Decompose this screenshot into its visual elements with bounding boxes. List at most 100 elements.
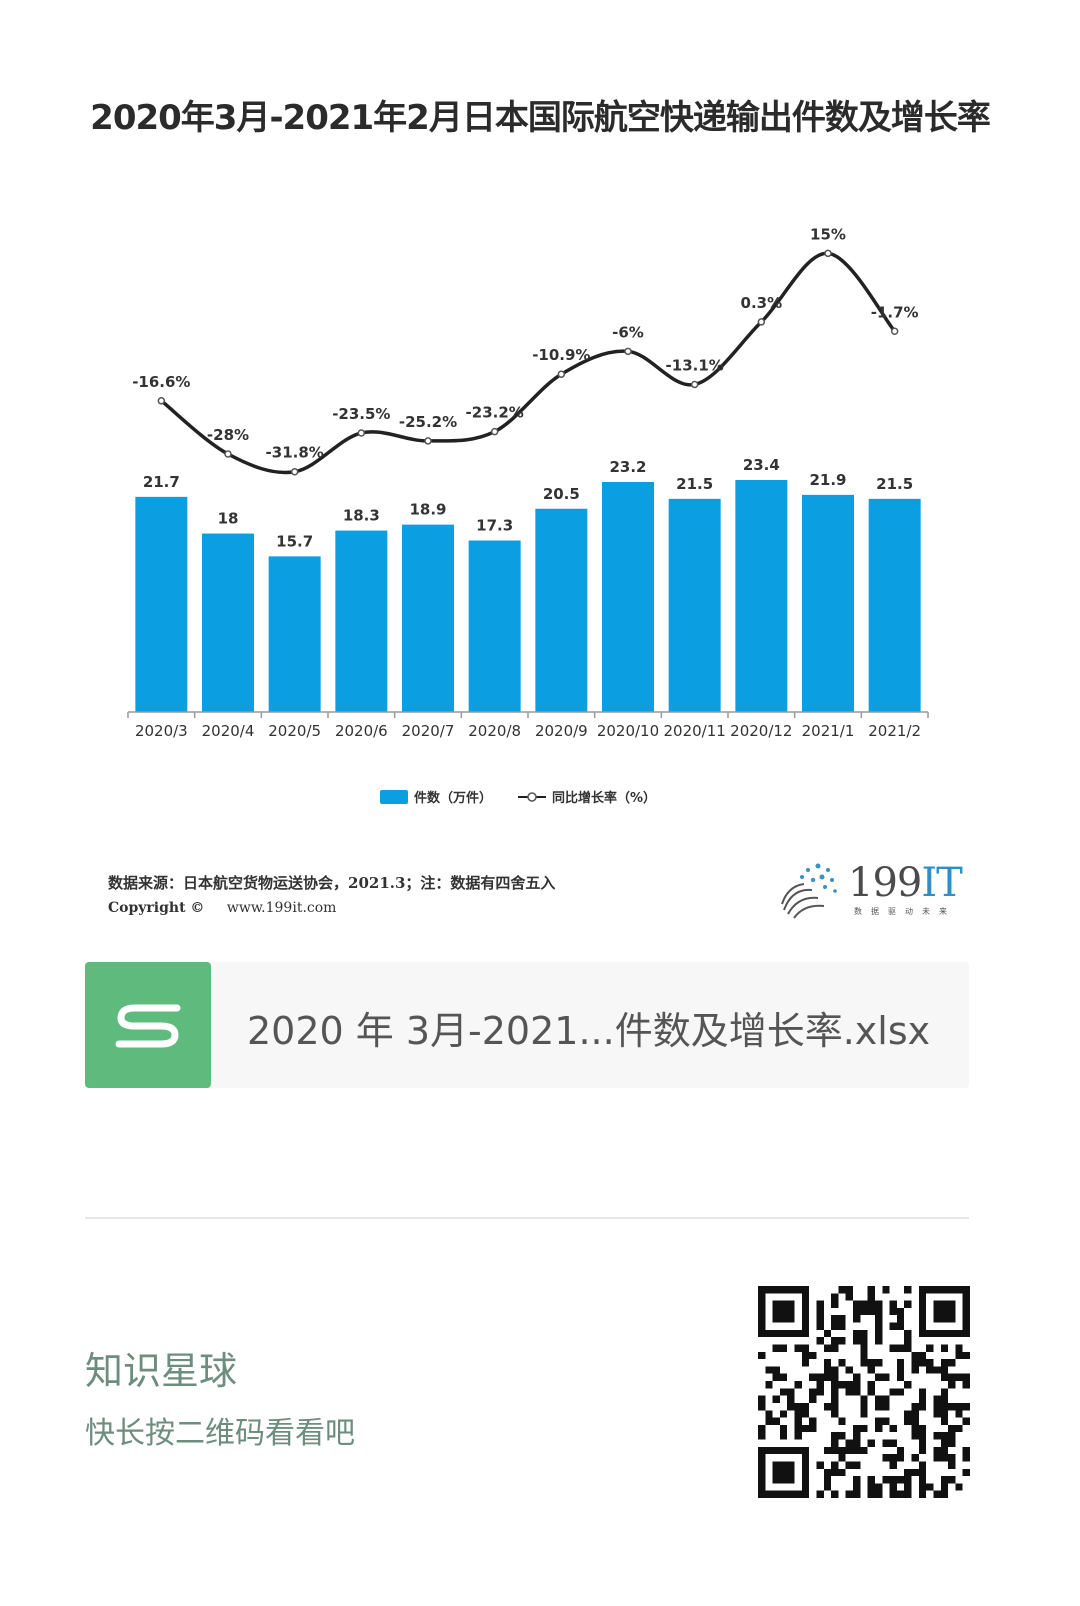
qr-module [904,1381,912,1389]
qr-module [867,1483,875,1491]
qr-module [955,1483,963,1491]
qr-module [765,1329,773,1338]
x-tick-label: 2020/4 [202,722,255,740]
qr-module [874,1307,883,1316]
qr-module [940,1300,949,1308]
footer-title: 知识星球 [85,1349,238,1393]
qr-module [889,1461,897,1469]
qr-module [940,1410,949,1418]
copyright-label: Copyright © [108,900,205,916]
qr-module [874,1373,883,1382]
qr-module [779,1490,788,1498]
qr-module [853,1315,861,1323]
qr-module [801,1359,810,1367]
qr-module [794,1446,802,1455]
qr-module [867,1307,875,1316]
qr-module [816,1315,824,1323]
qr-module [867,1366,875,1374]
qr-module [794,1286,802,1294]
qr-module [845,1381,854,1389]
qr-code[interactable] [758,1286,970,1498]
qr-module [860,1410,868,1418]
qr-module [853,1461,861,1469]
qr-module [853,1424,861,1433]
bar-value-label: 17.3 [476,516,513,534]
growth-point [890,327,899,336]
qr-module [940,1476,949,1484]
file-attachment[interactable]: 2020 年 3月-2021...件数及增长率.xlsx [85,962,969,1088]
qr-module [758,1329,766,1338]
qr-module [962,1315,970,1323]
qr-module [962,1300,970,1308]
qr-module [911,1432,919,1440]
qr-module [867,1293,875,1301]
qr-module [838,1286,846,1294]
bar-value-label: 21.7 [143,473,180,491]
qr-module [860,1351,868,1360]
qr-module [918,1468,927,1477]
qr-module [853,1381,861,1389]
qr-module [948,1359,956,1367]
logo-tagline: 数据驱动未来 [854,907,956,916]
qr-module [904,1300,912,1308]
qr-module [918,1395,927,1403]
qr-module [882,1417,890,1425]
qr-module [904,1329,912,1338]
qr-module [787,1286,795,1294]
qr-module [882,1395,890,1403]
qr-module [787,1446,795,1455]
qr-module [823,1468,832,1477]
qr-module [779,1344,788,1352]
qr-module [896,1315,905,1323]
qr-module [948,1454,956,1462]
qr-module [904,1417,912,1425]
legend-line-label: 同比增长率（%） [552,790,656,806]
qr-module [772,1461,780,1469]
qr-module [889,1300,897,1308]
qr-module [758,1395,766,1403]
qr-module [940,1454,949,1462]
qr-module [940,1315,949,1323]
qr-module [860,1424,868,1433]
qr-module [918,1424,927,1433]
growth-point [224,450,232,458]
qr-module [838,1359,846,1367]
growth-value-label: -6% [612,323,644,341]
qr-module [896,1344,905,1352]
qr-module [794,1344,802,1352]
qr-module [772,1476,780,1484]
qr-module [831,1468,839,1477]
qr-module [948,1329,956,1338]
qr-module [765,1410,773,1418]
website-link[interactable]: www.199it.com [226,900,337,916]
qr-module [904,1476,912,1484]
qr-module [889,1344,897,1352]
qr-module [926,1359,934,1367]
qr-module [962,1454,970,1462]
growth-value-label: -1.7% [871,303,919,321]
qr-module [911,1366,919,1374]
bar-2020/7 [402,524,454,712]
qr-module [779,1315,788,1323]
qr-module [874,1402,883,1411]
qr-module [918,1483,927,1491]
legend-bar-label: 件数（万件） [414,790,492,806]
growth-point [624,347,632,356]
qr-module [940,1417,949,1425]
qr-module [874,1490,883,1498]
qr-module [911,1359,919,1367]
growth-point [357,429,366,437]
qr-module [853,1432,861,1440]
growth-point [424,437,432,445]
qr-module [787,1490,795,1498]
qr-module [874,1337,883,1345]
qr-module [831,1344,839,1352]
legend-line-marker [527,792,537,802]
qr-module [911,1424,919,1433]
qr-module [758,1293,766,1301]
qr-module [853,1329,861,1338]
qr-module [787,1476,795,1484]
growth-value-label: 15% [810,225,846,243]
qr-module [823,1402,832,1411]
qr-module [860,1337,868,1345]
